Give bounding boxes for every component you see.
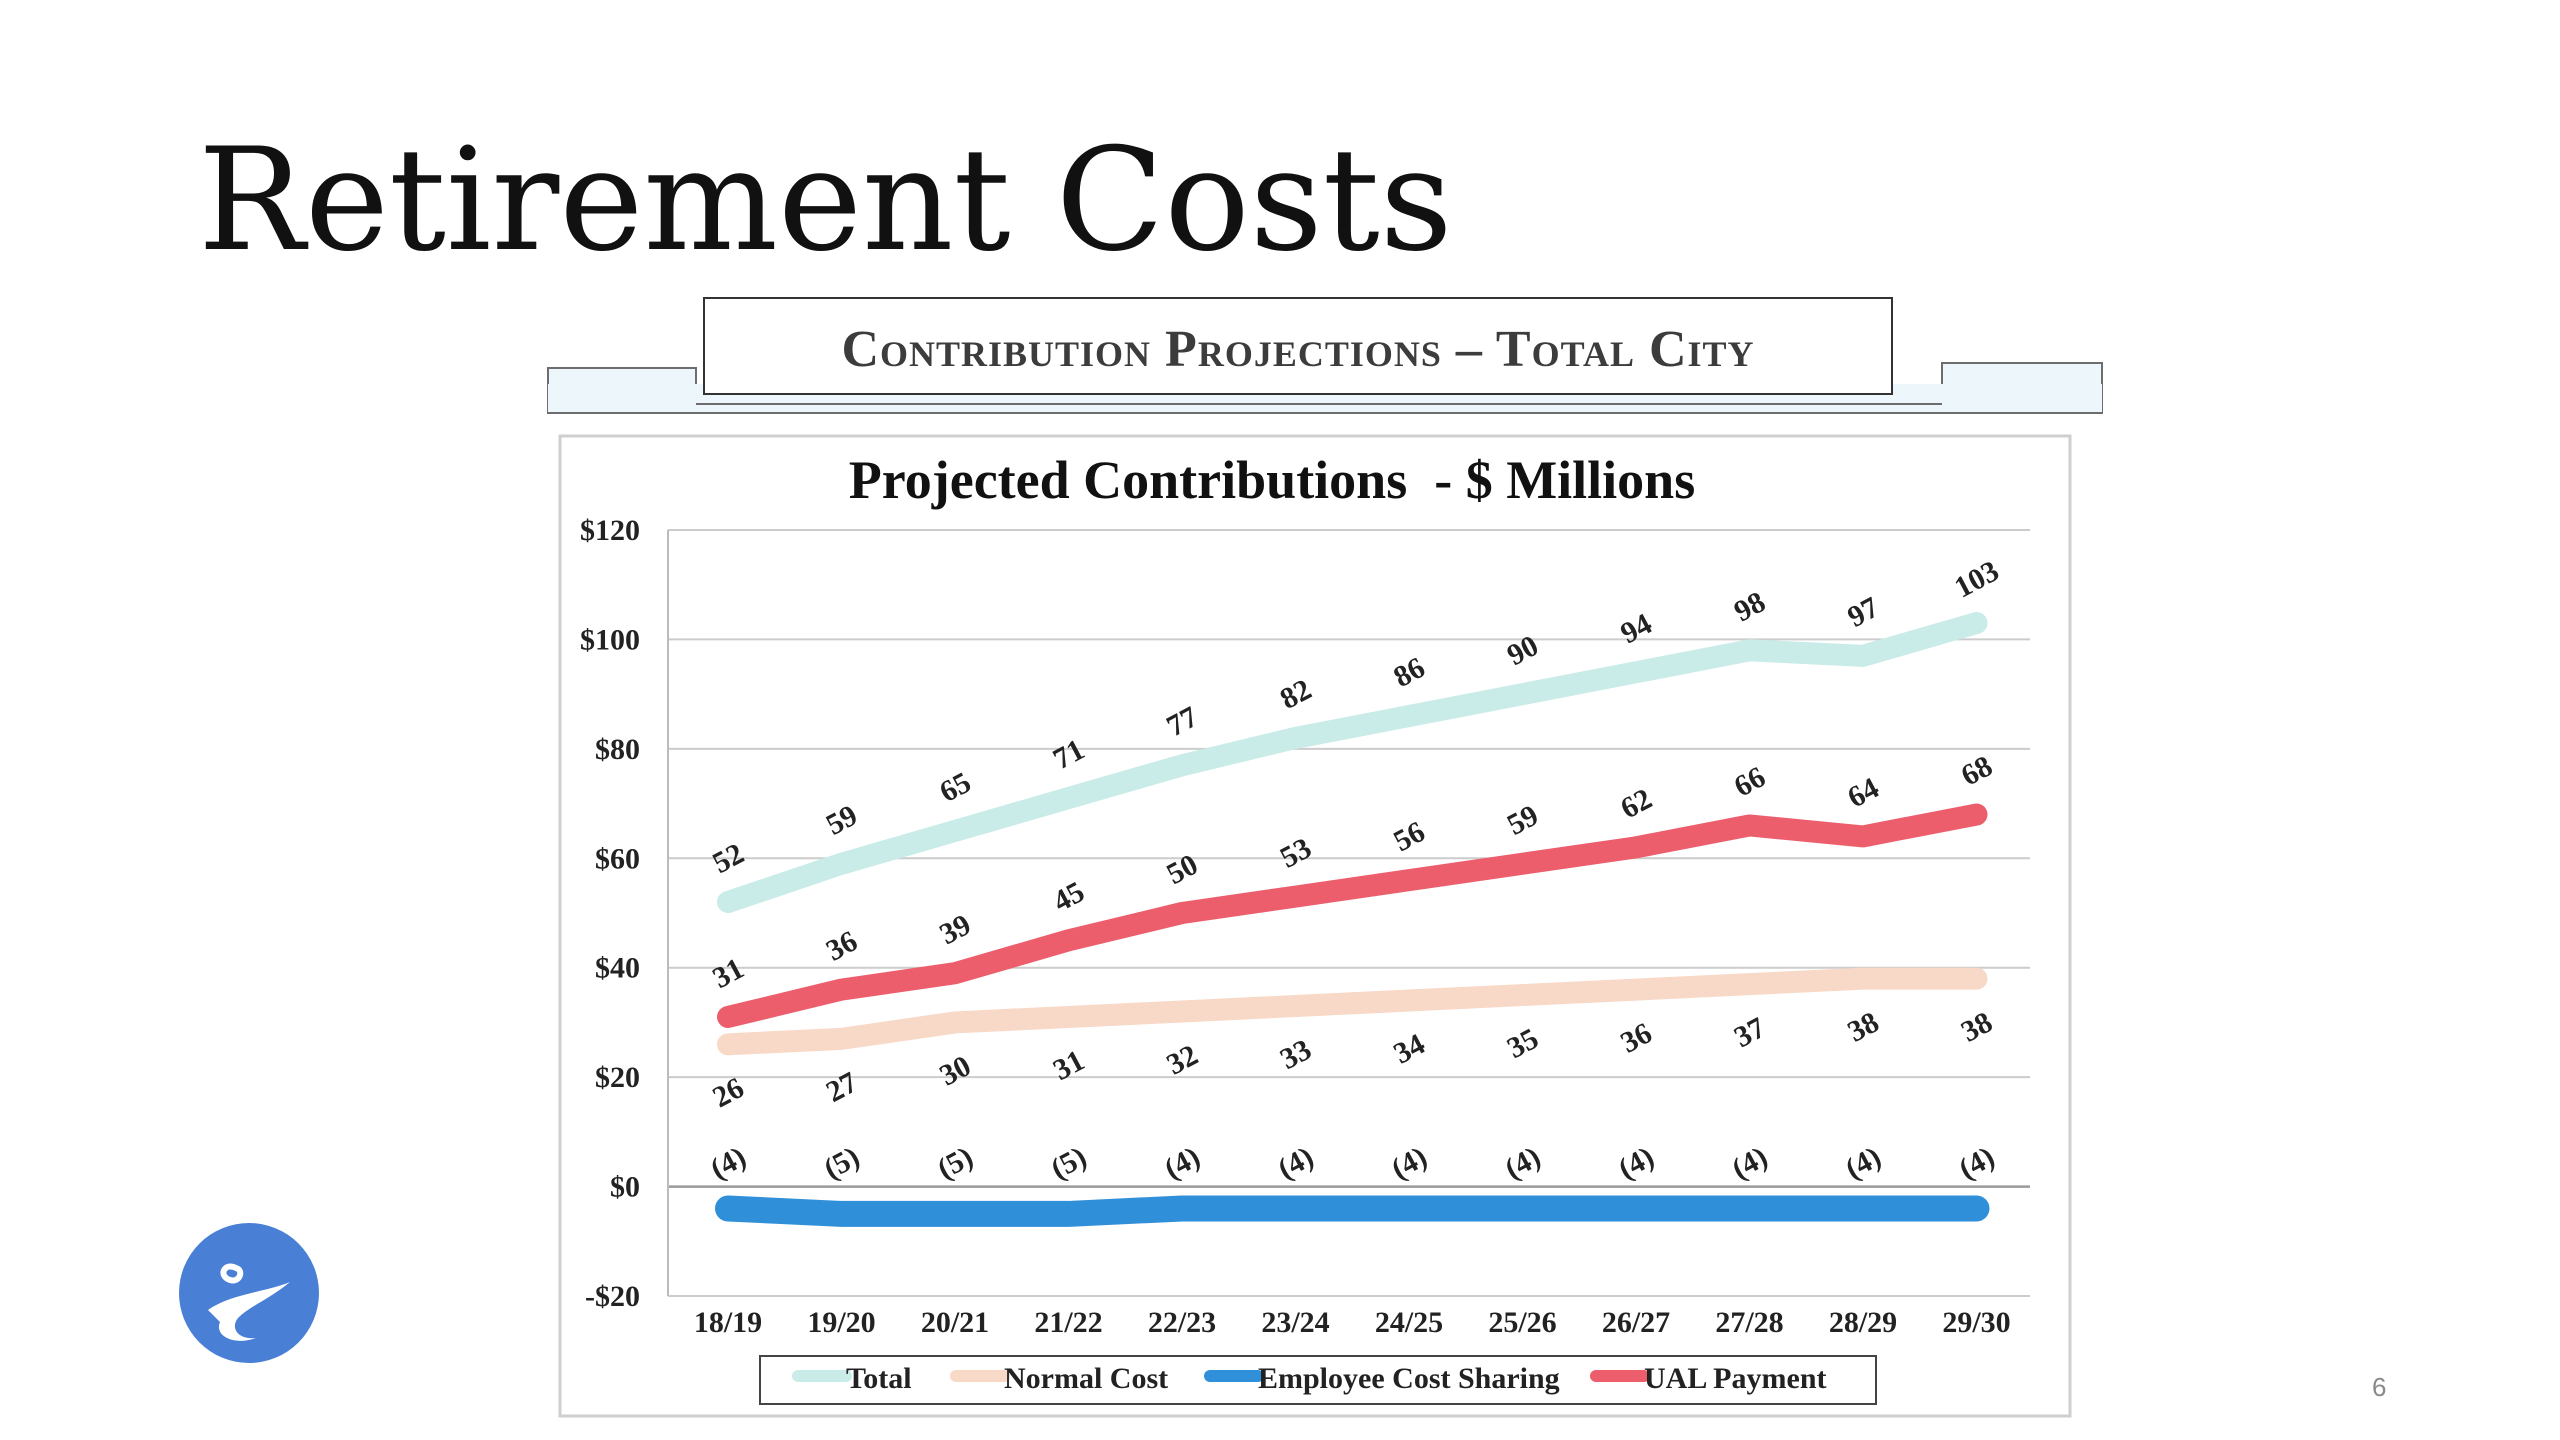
x-tick-label: 21/22 [1034, 1306, 1102, 1339]
data-point-normal-cost [953, 1020, 957, 1025]
data-point-employee-cost-sharing [1293, 1206, 1298, 1211]
y-tick-label: $100 [580, 623, 640, 656]
y-tick-label: $0 [610, 1171, 640, 1204]
x-tick-label: 27/28 [1715, 1306, 1783, 1339]
banner: Contribution Projections – Total City [547, 297, 2103, 414]
data-point-normal-cost [1861, 976, 1865, 981]
data-point-ual-payment [1747, 823, 1752, 828]
y-axis: $120 $100 $80 $60 $40 $20 $0 -$20 [580, 514, 640, 1313]
data-point-employee-cost-sharing [1520, 1206, 1525, 1211]
data-point-total [1634, 670, 1638, 675]
data-point-total [1974, 621, 1979, 626]
data-point-total [1747, 648, 1752, 653]
data-point-ual-payment [1861, 834, 1865, 839]
data-point-normal-cost [1407, 998, 1411, 1003]
legend-label: Normal Cost [1004, 1362, 1168, 1395]
series-line-employee-cost-sharing [715, 1195, 1990, 1227]
data-point-total [726, 900, 730, 905]
banner-title: Contribution Projections – Total City [841, 321, 1754, 378]
chart-frame [558, 434, 2072, 1418]
chart-title: Projected Contributions - $ Millions [849, 450, 1695, 510]
data-point-ual-payment [953, 971, 957, 976]
data-point-ual-payment [1066, 938, 1071, 943]
x-tick-label: 28/29 [1829, 1306, 1897, 1339]
data-point-ual-payment [1634, 845, 1638, 850]
data-point-normal-cost [1634, 987, 1638, 992]
grid [667, 529, 2030, 1297]
logo-swoosh [208, 1282, 290, 1341]
data-point-ual-payment [1293, 894, 1298, 899]
x-tick-label: 23/24 [1261, 1306, 1329, 1339]
data-point-employee-cost-sharing [1747, 1206, 1752, 1211]
x-tick-label: 18/19 [694, 1306, 762, 1339]
data-point-ual-payment [1180, 911, 1184, 915]
slide-title: Retirement Costs [198, 118, 1453, 283]
data-point-total [1180, 763, 1184, 768]
data-point-total [1407, 714, 1411, 719]
series-line-total [717, 612, 1988, 914]
data-point-ual-payment [839, 987, 844, 992]
data-point-total [1066, 796, 1071, 801]
data-point-employee-cost-sharing [1407, 1206, 1411, 1211]
x-tick-label: 24/25 [1375, 1306, 1443, 1339]
x-tick-label: 22/23 [1148, 1306, 1216, 1339]
page-number: 6 [2372, 1372, 2387, 1402]
x-axis: 18/19 19/20 20/21 21/22 22/23 23/24 24/25 25/26… [694, 1306, 2011, 1339]
data-point-employee-cost-sharing [726, 1206, 730, 1211]
x-tick-label: 29/30 [1942, 1306, 2010, 1339]
data-point-employee-cost-sharing [1861, 1206, 1865, 1211]
x-tick-label: 26/27 [1602, 1306, 1670, 1339]
data-point-normal-cost [839, 1036, 844, 1041]
data-point-ual-payment [1407, 878, 1411, 883]
y-tick-label: $20 [595, 1061, 640, 1094]
legend: Total Normal Cost Employee Cost Sharing UAL… [759, 1355, 1877, 1405]
y-tick-label: $120 [580, 514, 640, 547]
x-tick-label: 20/21 [921, 1306, 989, 1339]
data-point-normal-cost [1520, 993, 1525, 998]
data-point-employee-cost-sharing [1066, 1211, 1071, 1216]
logo-swirl [220, 1263, 244, 1284]
y-tick-label: $40 [595, 952, 640, 985]
data-point-normal-cost [1180, 1009, 1184, 1014]
legend-label: Employee Cost Sharing [1258, 1362, 1560, 1395]
y-tick-label: $80 [595, 733, 640, 766]
banner-box [703, 297, 1893, 395]
data-point-normal-cost [1747, 982, 1752, 987]
data-point-total [1861, 653, 1865, 658]
x-tick-label: 19/20 [807, 1306, 875, 1339]
data-point-normal-cost [1974, 976, 1979, 981]
legend-label: UAL Payment [1644, 1362, 1827, 1395]
y-tick-label: $60 [595, 842, 640, 875]
data-point-employee-cost-sharing [1634, 1206, 1638, 1211]
y-tick-label: -$20 [585, 1280, 640, 1313]
data-point-total [839, 861, 844, 866]
data-point-employee-cost-sharing [839, 1211, 844, 1216]
series-line-ual-payment [717, 803, 1988, 1028]
data-point-total [1520, 692, 1525, 697]
data-point-ual-payment [1520, 861, 1525, 866]
data-point-total [953, 828, 957, 833]
data-point-ual-payment [1974, 812, 1979, 817]
data-point-normal-cost [1066, 1014, 1071, 1019]
data-point-total [1293, 735, 1298, 740]
data-point-employee-cost-sharing [1180, 1206, 1184, 1211]
legend-label: Total [846, 1362, 912, 1395]
data-point-employee-cost-sharing [1974, 1206, 1979, 1211]
series-line-normal-cost [717, 967, 1988, 1056]
series-lines [715, 612, 1990, 1227]
logo-circle [179, 1223, 319, 1363]
data-point-normal-cost [726, 1042, 730, 1047]
data-point-employee-cost-sharing [953, 1211, 957, 1216]
city-logo-icon [179, 1223, 319, 1363]
data-point-ual-payment [726, 1014, 730, 1019]
legend-box [759, 1355, 1877, 1405]
data-point-normal-cost [1293, 1004, 1298, 1009]
x-tick-label: 25/26 [1488, 1306, 1556, 1339]
